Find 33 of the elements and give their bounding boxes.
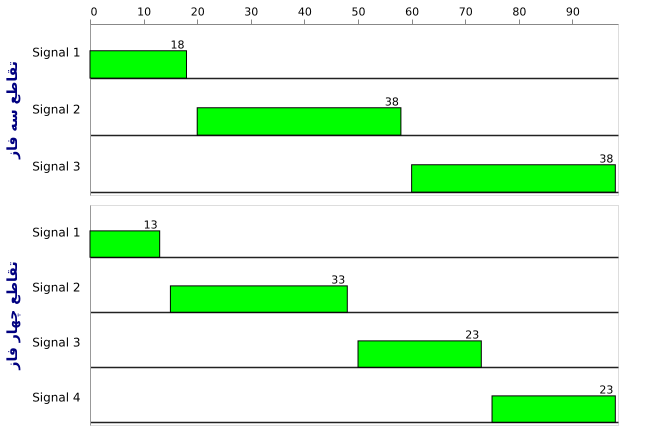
y-tick-label: Signal 1 <box>32 226 80 240</box>
bar <box>358 340 482 368</box>
bar <box>170 285 348 313</box>
bar <box>492 395 616 423</box>
data-label: 13 <box>144 218 158 232</box>
data-label: 23 <box>599 384 614 397</box>
x-tick-label: 0 <box>90 6 98 18</box>
data-label: 18 <box>170 38 184 52</box>
data-label: 38 <box>599 152 614 166</box>
data-label: 33 <box>331 274 346 287</box>
x-tick-label: 80 <box>512 6 526 18</box>
y-tick-label: Signal 1 <box>32 46 80 60</box>
data-label: 38 <box>384 95 399 108</box>
bar <box>196 107 402 136</box>
x-tick-label: 60 <box>405 6 420 18</box>
x-tick-label: 20 <box>190 6 205 18</box>
y-tick-label: Signal 3 <box>32 336 80 350</box>
x-tick-label: 70 <box>458 6 473 18</box>
x-tick-label: 50 <box>352 6 366 18</box>
bar <box>411 164 616 193</box>
y-tick-label: Signal 3 <box>32 160 80 174</box>
y-tick-label: Signal 4 <box>32 390 80 404</box>
x-tick-label: 10 <box>137 6 152 18</box>
y-axis-title: تقاطع چهار فاز <box>5 261 22 371</box>
y-axis-title: تقاطع سه فاز <box>5 61 22 160</box>
bar <box>90 50 187 79</box>
x-tick-label: 30 <box>244 6 258 18</box>
y-tick-label: Signal 2 <box>32 280 80 294</box>
data-label: 23 <box>465 328 480 342</box>
x-tick-label: 90 <box>566 6 580 18</box>
y-tick-label: Signal 2 <box>32 102 80 116</box>
bar <box>90 230 160 258</box>
x-tick-label: 40 <box>298 6 312 18</box>
